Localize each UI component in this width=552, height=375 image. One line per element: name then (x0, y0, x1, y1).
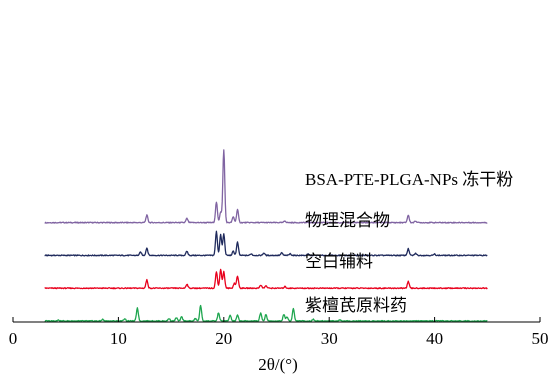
x-tick-label-3: 30 (321, 329, 338, 348)
x-tick-label-4: 40 (426, 329, 443, 348)
x-tick-label-1: 10 (110, 329, 127, 348)
x-tick-label-2: 20 (215, 329, 232, 348)
series-trace-0 (44, 149, 488, 224)
series-label-0: BSA-PTE-PLGA-NPs 冻干粉 (305, 170, 513, 189)
x-axis-label: 2θ/(°) (258, 355, 298, 374)
series-label-2: 空白辅料 (305, 252, 373, 271)
series-trace-3 (44, 304, 488, 323)
x-tick-label-5: 50 (532, 329, 549, 348)
x-tick-label-0: 0 (9, 329, 18, 348)
x-ticks-group: 0 10 20 30 40 50 (9, 317, 549, 348)
series-label-1: 物理混合物 (305, 211, 390, 230)
series-trace-1 (44, 230, 488, 257)
series-trace-2 (44, 268, 488, 290)
series-label-3: 紫檀芪原料药 (305, 296, 407, 315)
